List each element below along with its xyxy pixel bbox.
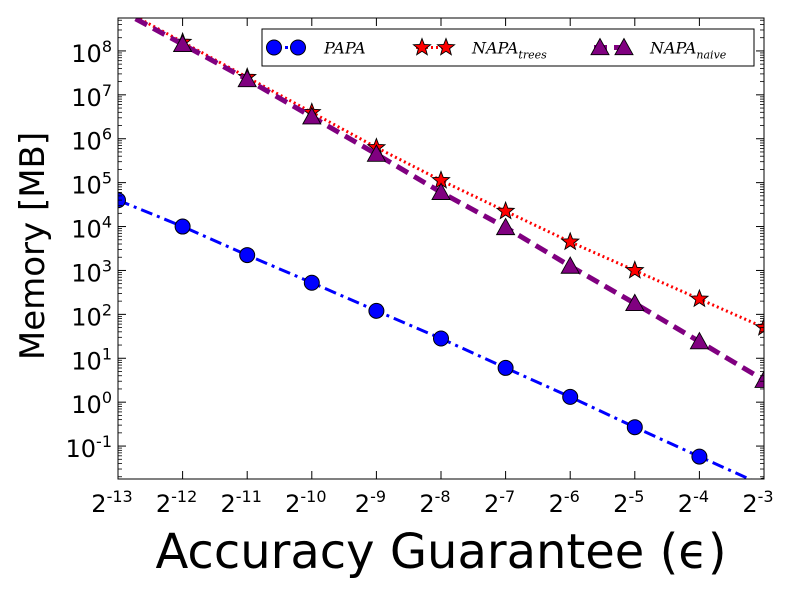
- y-tick-label: 104: [71, 213, 112, 244]
- data-point-0-4: [368, 302, 385, 319]
- data-point-2-2: [302, 106, 322, 125]
- legend-marker: [412, 37, 432, 56]
- data-point-2-7: [625, 293, 645, 312]
- y-tick-label: 108: [71, 37, 112, 68]
- legend-entry-2: NAPAnaive: [590, 37, 727, 62]
- series-2: [128, 18, 764, 388]
- x-tick-label: 2-10: [285, 487, 326, 518]
- data-point-0-2: [239, 247, 256, 264]
- data-point-2-5: [495, 217, 516, 236]
- legend-marker: [614, 37, 634, 56]
- data-point-2-4: [431, 182, 451, 200]
- series-0: [118, 192, 764, 479]
- legend-marker: [290, 39, 306, 56]
- x-tick-label: 2-5: [613, 487, 644, 518]
- y-tick-label: 101: [71, 344, 112, 375]
- x-tick-label: 2-8: [419, 487, 450, 518]
- legend-label: NAPAnaive: [649, 39, 727, 62]
- data-point-1-9: [754, 317, 764, 336]
- x-axis-label: Accuracy Guarantee (ϵ): [155, 524, 726, 580]
- legend-entry-1: NAPAtrees: [412, 37, 547, 62]
- plot-frame: [117, 17, 765, 480]
- data-point-1-6: [560, 231, 580, 251]
- data-point-0-7: [562, 388, 579, 405]
- x-tick-label: 2-6: [549, 487, 580, 518]
- data-point-1-8: [689, 288, 710, 308]
- x-tick-label: 2-13: [91, 487, 132, 518]
- legend-marker: [436, 37, 456, 56]
- x-tick-label: 2-11: [220, 487, 261, 518]
- x-tick-label: 2-12: [156, 487, 197, 518]
- y-tick-label: 107: [71, 81, 112, 112]
- data-point-0-6: [497, 359, 514, 376]
- x-tick-label: 2-3: [742, 487, 773, 518]
- data-point-1-5: [495, 200, 516, 220]
- x-tick-label: 2-7: [484, 487, 515, 518]
- data-point-1-7: [625, 260, 645, 279]
- x-tick-label: 2-9: [355, 487, 386, 518]
- legend-label: NAPAtrees: [471, 39, 547, 62]
- y-tick-label: 106: [71, 125, 112, 156]
- y-tick-label: 10-1: [66, 432, 113, 463]
- data-point-2-8: [689, 331, 710, 350]
- data-point-2-1: [237, 69, 257, 88]
- legend-label: PAPA: [323, 39, 366, 58]
- data-point-0-9: [691, 448, 708, 465]
- data-point-2-6: [560, 256, 580, 274]
- y-tick-label: 105: [71, 169, 112, 200]
- data-point-0-5: [433, 330, 449, 347]
- legend-entry-0: PAPA: [266, 39, 366, 58]
- y-axis-label: Memory [MB]: [13, 132, 53, 360]
- data-point-0-1: [174, 218, 191, 235]
- legend-marker: [266, 39, 282, 56]
- data-point-0-8: [626, 419, 643, 436]
- data-point-2-9: [754, 370, 764, 388]
- y-tick-label: 102: [71, 300, 112, 331]
- legend-marker: [590, 37, 610, 56]
- x-tick-label: 2-4: [678, 487, 709, 518]
- data-point-2-3: [366, 144, 387, 162]
- y-tick-label: 103: [71, 256, 112, 287]
- legend-box: [261, 28, 755, 67]
- data-point-2-0: [172, 34, 193, 52]
- data-point-0-3: [303, 274, 320, 291]
- y-tick-label: 100: [71, 388, 112, 419]
